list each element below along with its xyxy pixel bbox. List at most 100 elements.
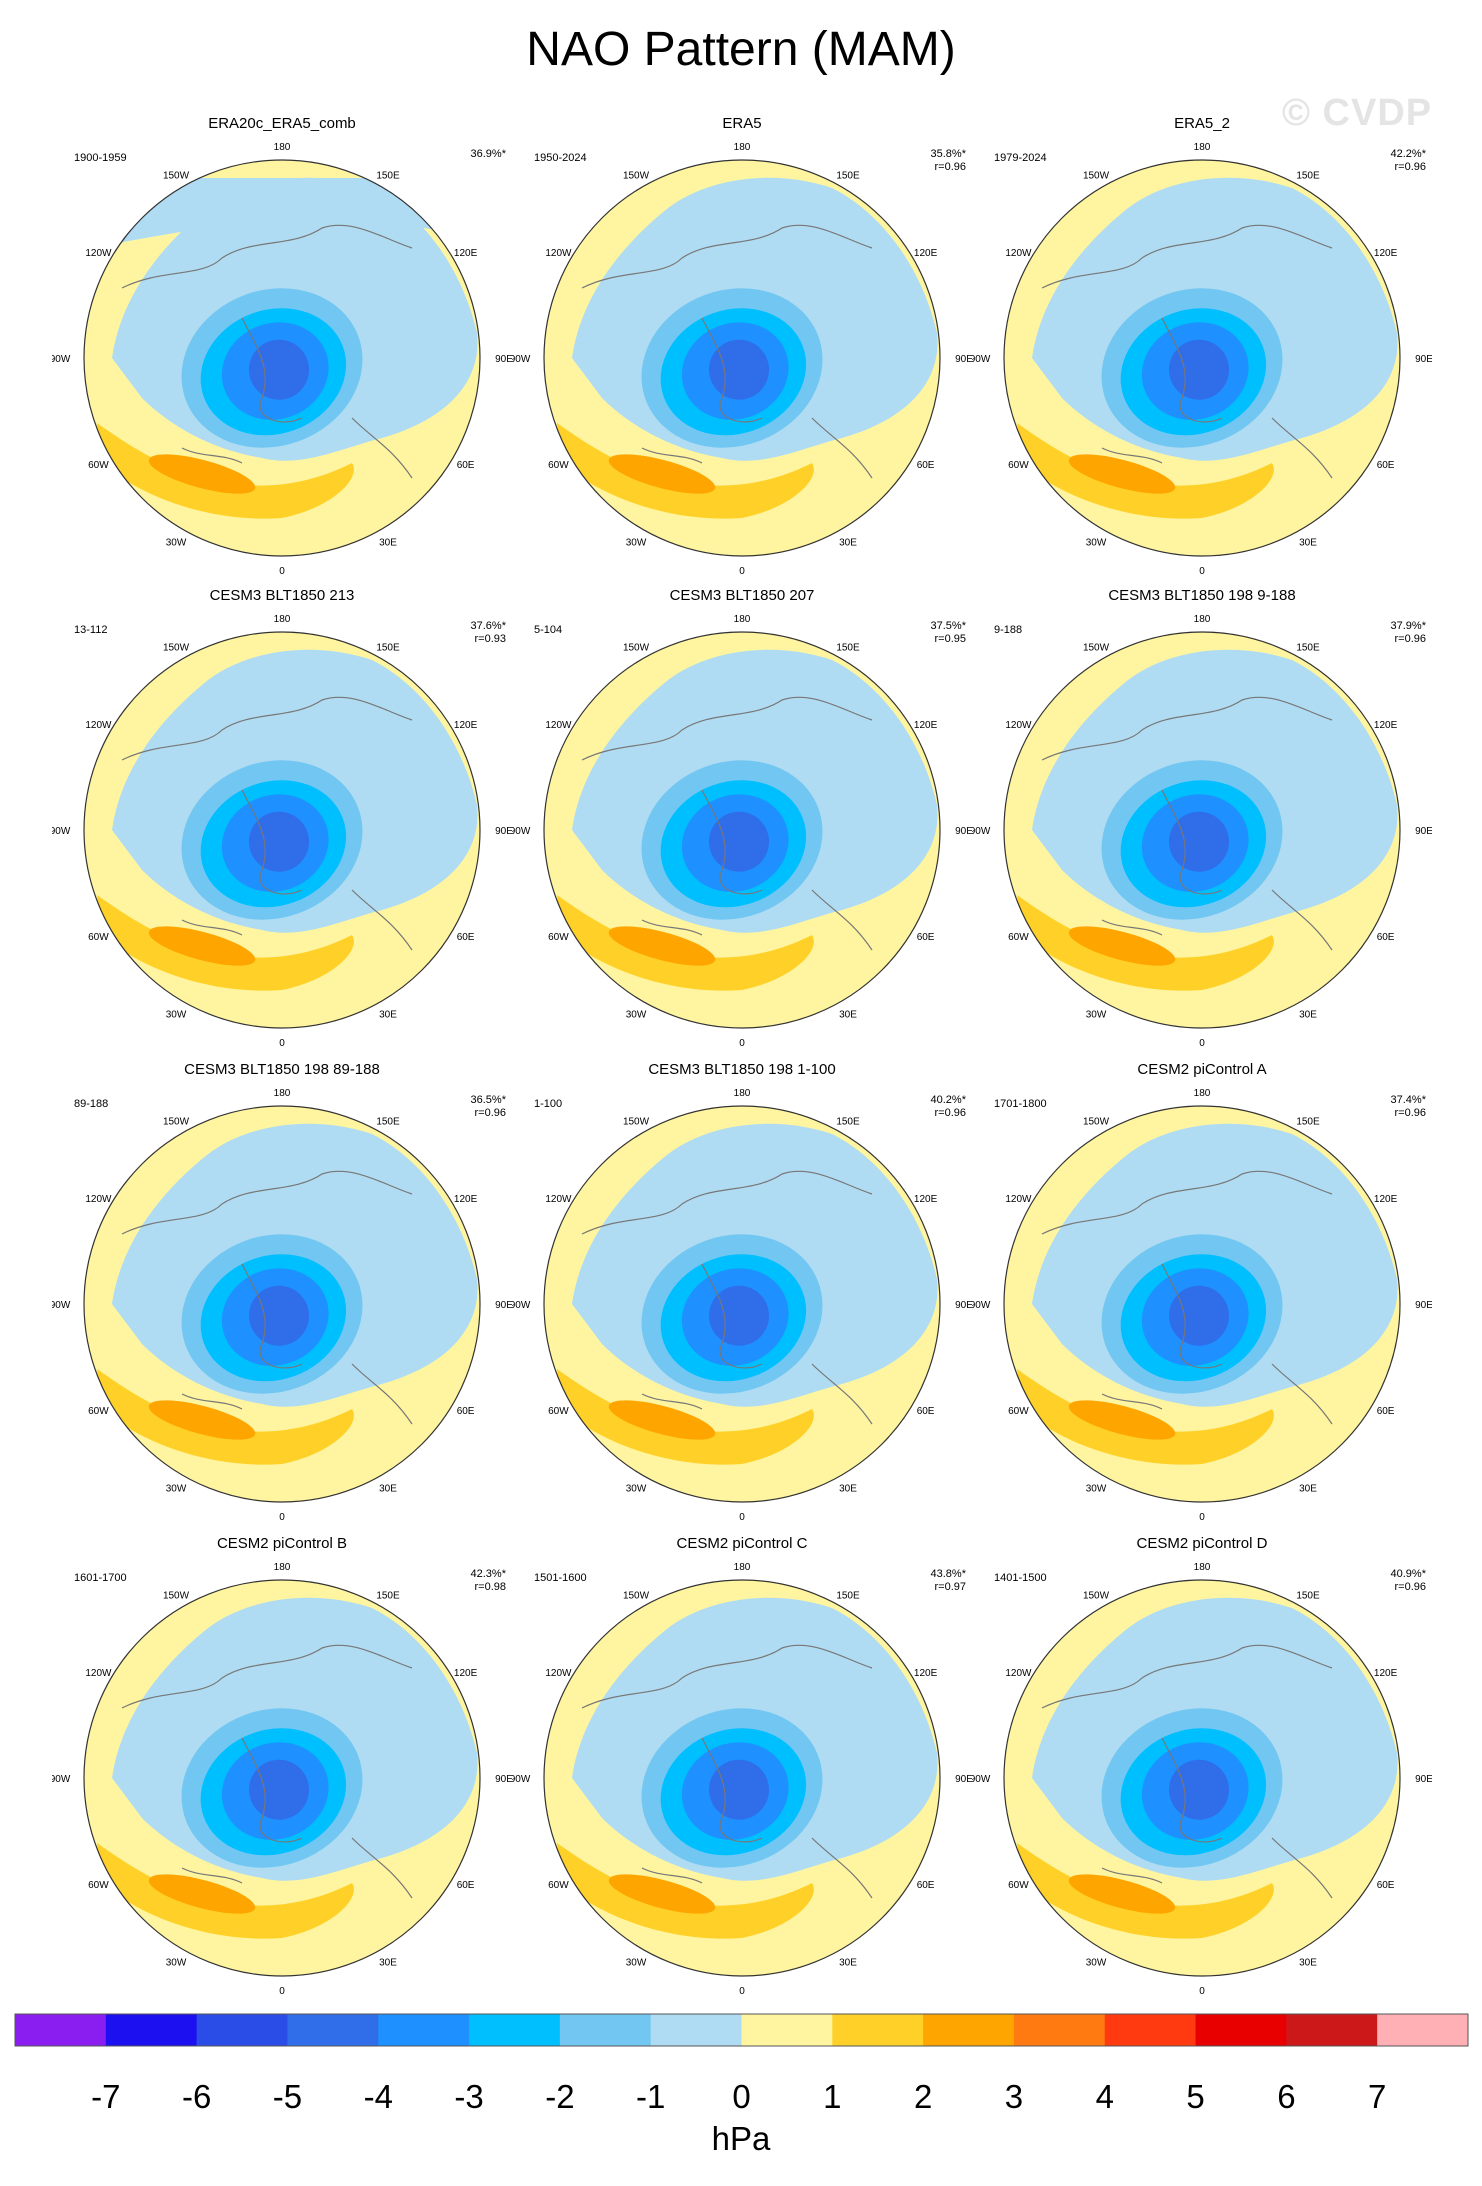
longitude-label: 30W bbox=[626, 1958, 647, 1969]
polar-map: 180 150E 120E 90E 60E 30E 0 30W 60W 90W 120W 150W bbox=[52, 1562, 512, 1997]
positive-band-1 bbox=[1017, 1369, 1274, 1465]
colorbar-tick-label: -1 bbox=[636, 2078, 666, 2115]
longitude-label: 60E bbox=[1377, 932, 1395, 943]
colorbar-swatch bbox=[1013, 2014, 1106, 2046]
longitude-label: 90E bbox=[495, 354, 512, 365]
map-panel: ERA5_2 1979-2024 42.2%* r=0.96 180 150E 120E 90… bbox=[972, 115, 1432, 578]
colorbar-swatch bbox=[650, 2014, 742, 2046]
longitude-label: 150E bbox=[376, 1116, 400, 1127]
longitude-label: 120W bbox=[545, 248, 572, 259]
panel-period: 1501-1600 bbox=[534, 1572, 587, 1584]
negative-contour-4 bbox=[249, 1759, 310, 1820]
longitude-label: 90W bbox=[52, 826, 71, 837]
cvdp-watermark: © CVDP bbox=[1282, 92, 1433, 134]
map-border bbox=[83, 631, 481, 1029]
positive-band-1 bbox=[1017, 1843, 1274, 1939]
pattern-correlation: r=0.96 bbox=[1394, 161, 1427, 173]
longitude-label: 180 bbox=[734, 614, 751, 625]
longitude-label: 120W bbox=[545, 720, 572, 731]
longitude-label: 120E bbox=[454, 248, 478, 259]
longitude-label: 150W bbox=[1083, 1590, 1110, 1601]
longitude-label: 90W bbox=[52, 1300, 71, 1311]
longitude-label: 90E bbox=[955, 354, 972, 365]
panel-period: 13-112 bbox=[74, 624, 108, 636]
polar-map: 180 150E 120E 90E 60E 30E 0 30W 60W 90W 120W 150W bbox=[972, 1088, 1432, 1523]
negative-contour-4 bbox=[709, 811, 770, 872]
longitude-label: 150W bbox=[1083, 1116, 1110, 1127]
pattern-correlation: r=0.95 bbox=[934, 633, 967, 645]
positive-band-2 bbox=[608, 1400, 716, 1440]
longitude-label: 30W bbox=[1086, 538, 1107, 549]
panel-title: CESM3 BLT1850 198 1-100 bbox=[648, 1061, 836, 1078]
longitude-label: 30E bbox=[379, 1958, 397, 1969]
longitude-label: 30E bbox=[1299, 538, 1317, 549]
explained-variance: 37.5%* bbox=[930, 620, 966, 632]
panel-period: 89-188 bbox=[74, 1098, 109, 1110]
longitude-label: 90W bbox=[512, 826, 531, 837]
longitude-label: 30E bbox=[1299, 1010, 1317, 1021]
longitude-label: 30W bbox=[626, 1010, 647, 1021]
panel-stats: 42.2%* r=0.96 bbox=[1391, 148, 1426, 174]
positive-band-1 bbox=[97, 895, 354, 991]
longitude-label: 120E bbox=[454, 1668, 478, 1679]
longitude-label: 60W bbox=[88, 932, 109, 943]
longitude-label: 150E bbox=[836, 1590, 860, 1601]
explained-variance: 37.9%* bbox=[1390, 620, 1426, 632]
colorbar-swatch bbox=[287, 2014, 379, 2046]
longitude-label: 120E bbox=[1374, 248, 1398, 259]
colorbar-border bbox=[14, 2013, 1469, 2047]
longitude-label: 90E bbox=[1415, 354, 1432, 365]
longitude-label: 30W bbox=[166, 538, 187, 549]
longitude-label: 150E bbox=[836, 1116, 860, 1127]
panel-title: CESM3 BLT1850 198 89-188 bbox=[184, 1061, 380, 1078]
colorbar-swatch bbox=[196, 2014, 288, 2046]
longitude-label: 150E bbox=[376, 642, 400, 653]
longitude-label: 120W bbox=[545, 1668, 572, 1679]
coastlines bbox=[581, 1170, 873, 1425]
positive-band-1 bbox=[1017, 423, 1274, 519]
longitude-label: 90E bbox=[955, 1774, 972, 1785]
longitude-label: 30W bbox=[1086, 1958, 1107, 1969]
longitude-label: 0 bbox=[739, 1986, 745, 1997]
longitude-label: 120W bbox=[1005, 720, 1032, 731]
colorbar-tick-label: 0 bbox=[732, 2078, 751, 2115]
map-panel: CESM3 BLT1850 198 89-188 89-188 36.5%* r=0.… bbox=[52, 1061, 512, 1524]
panel-stats: 36.9%* bbox=[471, 148, 506, 161]
pattern-correlation: r=0.96 bbox=[934, 161, 967, 173]
panel-stats: 43.8%* r=0.97 bbox=[931, 1568, 966, 1594]
longitude-label: 150E bbox=[376, 1590, 400, 1601]
longitude-label: 150W bbox=[163, 642, 190, 653]
map-panel: CESM2 piControl A 1701-1800 37.4%* r=0.96 18… bbox=[972, 1061, 1432, 1524]
explained-variance: 40.2%* bbox=[930, 1094, 966, 1106]
longitude-label: 0 bbox=[279, 566, 285, 577]
positive-band-1 bbox=[557, 423, 814, 519]
panel-period: 1950-2024 bbox=[534, 152, 587, 164]
longitude-label: 30E bbox=[379, 1484, 397, 1495]
coastlines bbox=[121, 696, 413, 951]
panel-period: 1401-1500 bbox=[994, 1572, 1047, 1584]
longitude-label: 30E bbox=[839, 1958, 857, 1969]
longitude-label: 0 bbox=[1199, 566, 1205, 577]
positive-band-1 bbox=[557, 1369, 814, 1465]
map-border bbox=[543, 159, 941, 557]
pattern-correlation: r=0.98 bbox=[474, 1581, 507, 1593]
longitude-label: 60W bbox=[1008, 460, 1029, 471]
longitude-label: 120W bbox=[1005, 1194, 1032, 1205]
colorbar-swatch bbox=[923, 2014, 1015, 2046]
longitude-label: 60W bbox=[548, 1880, 569, 1891]
coastlines bbox=[581, 1644, 873, 1899]
map-panel: CESM3 BLT1850 198 1-100 1-100 40.2%* r=0.96… bbox=[512, 1061, 972, 1524]
coastlines bbox=[121, 1170, 413, 1425]
polar-map: 180 150E 120E 90E 60E 30E 0 30W 60W 90W 120W 150W bbox=[512, 1562, 972, 1997]
longitude-label: 180 bbox=[1194, 1088, 1211, 1099]
longitude-label: 90W bbox=[512, 1300, 531, 1311]
longitude-label: 30E bbox=[379, 538, 397, 549]
positive-band-2 bbox=[608, 454, 716, 494]
map-border bbox=[1003, 1105, 1401, 1503]
explained-variance: 37.6%* bbox=[470, 620, 506, 632]
longitude-label: 90W bbox=[52, 354, 71, 365]
longitude-label: 120E bbox=[454, 1194, 478, 1205]
colorbar-swatch bbox=[832, 2014, 924, 2046]
pattern-correlation: r=0.96 bbox=[1394, 1581, 1427, 1593]
positive-band-2 bbox=[148, 1874, 256, 1914]
